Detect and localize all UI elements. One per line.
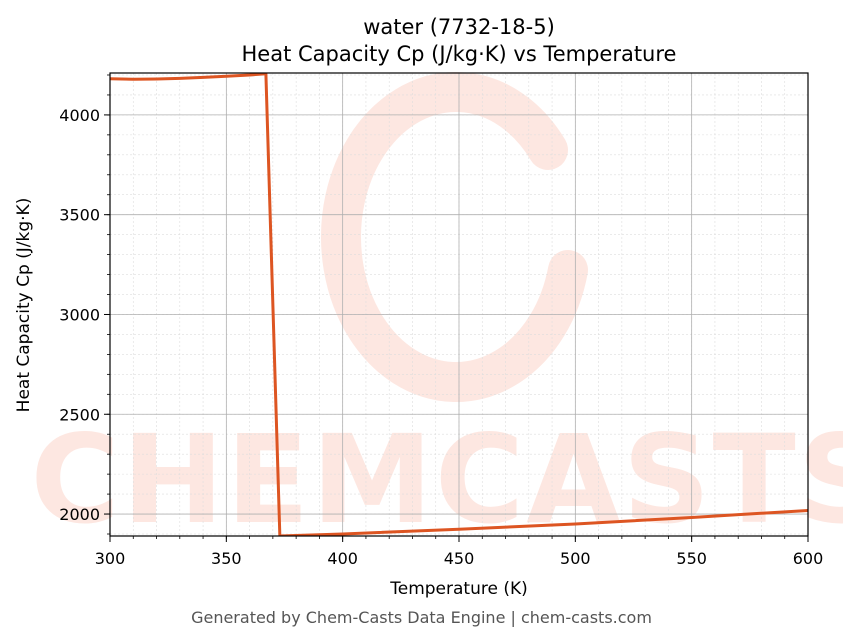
y-tick-label: 4000 [59, 106, 100, 125]
y-axis: 2000 2500 3000 3500 4000 [59, 74, 110, 535]
footer-credit: Generated by Chem-Casts Data Engine | ch… [191, 608, 652, 627]
y-tick-label: 2500 [59, 405, 100, 424]
x-tick-label: 450 [444, 549, 475, 568]
x-tick-label: 550 [676, 549, 707, 568]
x-tick-label: 500 [560, 549, 591, 568]
y-tick-label: 3500 [59, 206, 100, 225]
y-tick-label: 3000 [59, 305, 100, 324]
watermark-logo: CHEMCASTS [30, 72, 843, 551]
x-tick-label: 400 [327, 549, 358, 568]
x-tick-label: 350 [211, 549, 242, 568]
x-tick-label: 600 [793, 549, 824, 568]
y-tick-label: 2000 [59, 505, 100, 524]
x-tick-label: 300 [95, 549, 126, 568]
x-axis-label: Temperature (K) [389, 579, 528, 599]
major-grid [109, 73, 809, 536]
chart-subtitle: Heat Capacity Cp (J/kg·K) vs Temperature [242, 42, 677, 66]
watermark-text: CHEMCASTS [30, 409, 843, 551]
y-axis-label: Heat Capacity Cp (J/kg·K) [14, 198, 34, 413]
x-axis: 300 350 400 450 500 550 600 [95, 536, 824, 568]
series-line [110, 73, 808, 536]
watermark-c-icon [321, 72, 588, 402]
chart-title: water (7732-18-5) [363, 15, 555, 39]
